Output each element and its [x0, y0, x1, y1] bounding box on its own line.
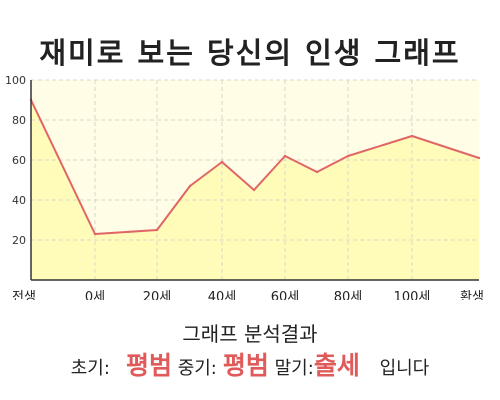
summary-heading: 그래프 분석결과: [182, 322, 318, 346]
y-tick-label: 60: [12, 154, 26, 167]
life-graph-chart: 20 40 60 80 100 전생 0세 20세 40세 60세 80세 100세 환생: [5, 74, 484, 300]
data-point: [188, 184, 192, 188]
data-point: [410, 134, 414, 138]
x-tick-label: 80세: [334, 290, 363, 300]
late-label: 말기:: [274, 358, 314, 379]
chart-title: 재미로 보는 당신의 인생 그래프: [39, 36, 461, 70]
data-point: [477, 156, 481, 160]
early-value: 평범: [125, 351, 172, 380]
x-tick-label: 환생: [460, 290, 484, 300]
data-point: [220, 160, 224, 164]
x-tick-label: 60세: [271, 290, 300, 300]
x-tick-label: 전생: [12, 290, 36, 300]
y-tick-label: 40: [12, 194, 26, 207]
data-point: [283, 154, 287, 158]
ending-text: 입니다: [379, 358, 430, 379]
data-point: [155, 228, 159, 232]
data-point: [252, 188, 256, 192]
data-point: [93, 232, 97, 236]
data-point: [346, 154, 350, 158]
middle-value: 평범: [222, 351, 269, 380]
x-tick-label: 20세: [143, 290, 172, 300]
data-point: [315, 170, 319, 174]
early-label: 초기:: [70, 358, 110, 379]
y-tick-label: 20: [12, 234, 26, 247]
y-tick-label: 80: [12, 114, 26, 127]
y-tick-label: 100: [5, 74, 26, 87]
x-tick-label: 0세: [85, 290, 105, 300]
x-tick-label: 100세: [394, 290, 431, 300]
x-tick-label: 40세: [208, 290, 237, 300]
middle-label: 중기:: [177, 358, 217, 379]
late-value: 출세: [313, 351, 360, 380]
result-line: 초기: 평범 중기: 평범 말기:출세 입니다: [0, 346, 500, 382]
